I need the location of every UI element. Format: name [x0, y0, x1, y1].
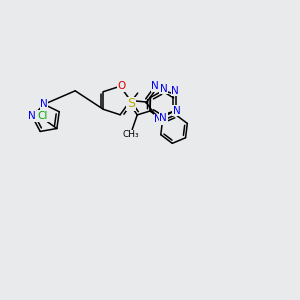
- Text: N: N: [154, 114, 162, 124]
- Text: N: N: [159, 113, 167, 123]
- Text: N: N: [171, 86, 179, 96]
- Text: O: O: [118, 81, 126, 91]
- Text: Cl: Cl: [38, 111, 48, 121]
- Text: CH₃: CH₃: [122, 130, 139, 139]
- Text: N: N: [172, 106, 180, 116]
- Text: N: N: [28, 112, 36, 122]
- Text: N: N: [160, 84, 167, 94]
- Text: S: S: [127, 97, 135, 110]
- Text: N: N: [40, 99, 48, 109]
- Text: N: N: [151, 81, 159, 91]
